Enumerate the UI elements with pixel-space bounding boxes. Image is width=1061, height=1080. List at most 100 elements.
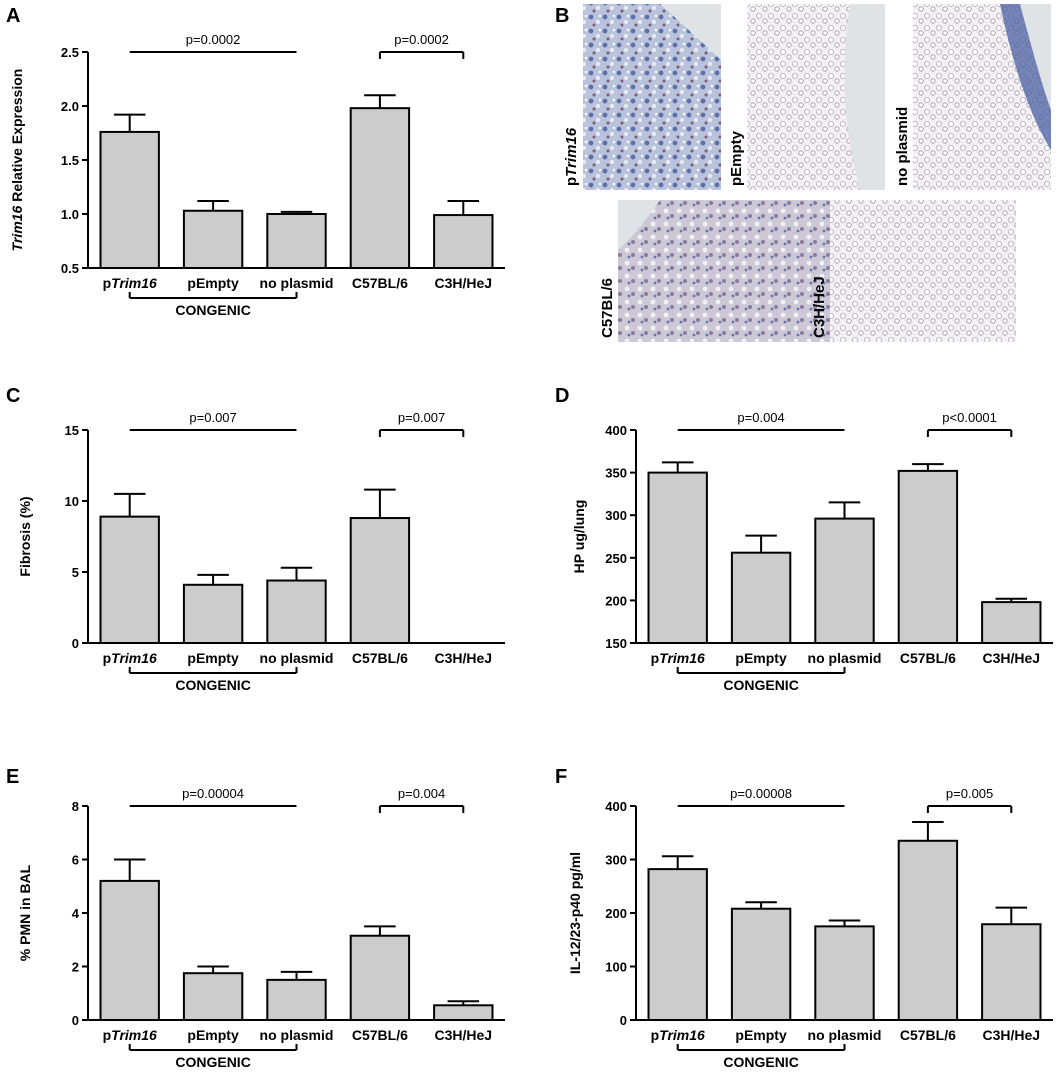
y-tick-label: 0	[72, 1013, 79, 1028]
p-value-label: p=0.007	[189, 410, 236, 425]
x-category-label: pEmpty	[735, 650, 787, 666]
micrograph-label-no-plasmid: no plasmid	[894, 107, 911, 186]
x-category-label: pEmpty	[187, 275, 239, 291]
y-tick-label: 6	[72, 853, 79, 868]
micrograph-label-pempty: pEmpty	[728, 130, 745, 186]
congenic-label: CONGENIC	[175, 1054, 250, 1070]
chart-panel-e: 0 2 4 6 8 % PMN in BAL pTrim16 pEmpty no plasmid…	[17, 786, 505, 1070]
bar	[266, 213, 327, 269]
y-tick-label: 4	[72, 906, 80, 921]
y-tick-label: 400	[605, 423, 627, 438]
p-value-label: p=0.004	[737, 410, 784, 425]
panel-letter-f: F	[555, 766, 567, 788]
x-category-label: C3H/HeJ	[983, 650, 1041, 666]
bar	[647, 471, 708, 644]
x-category-label: pTrim16	[103, 275, 157, 291]
x-category-label: C3H/HeJ	[983, 1027, 1041, 1043]
bar	[647, 868, 708, 1021]
bar	[814, 925, 875, 1021]
p-value-label: p=0.00004	[182, 786, 244, 801]
bar	[433, 214, 494, 269]
bar	[349, 107, 411, 269]
bar	[182, 972, 244, 1021]
y-tick-label: 200	[605, 906, 627, 921]
x-category-label: no plasmid	[260, 275, 334, 291]
bar	[814, 517, 875, 644]
y-tick-label: 10	[65, 494, 79, 509]
micrograph-label-c3hhej: C3H/HeJ	[811, 276, 828, 338]
y-tick-label: 0.5	[61, 261, 79, 276]
chart-panel-d: 150 200 250 300 350 400 HP ug/lung pTrim16 pEmpt…	[571, 410, 1053, 693]
y-axis-label: Fibrosis (%)	[17, 496, 33, 576]
congenic-label: CONGENIC	[175, 677, 250, 693]
congenic-label: CONGENIC	[723, 677, 798, 693]
y-tick-label: 0	[620, 1013, 627, 1028]
panel-letter-b: B	[555, 5, 569, 27]
x-category-label: pTrim16	[651, 1027, 705, 1043]
x-category-label: C3H/HeJ	[435, 275, 493, 291]
panel-letter-e: E	[6, 766, 19, 788]
y-tick-label: 200	[605, 593, 627, 608]
bar	[266, 978, 327, 1021]
x-category-label: no plasmid	[808, 1027, 882, 1043]
bar	[981, 923, 1042, 1021]
bar	[897, 839, 959, 1022]
panel-letter-c: C	[6, 385, 20, 407]
bar	[349, 517, 411, 644]
p-value-label: p=0.004	[398, 786, 445, 801]
bar	[981, 601, 1042, 645]
y-tick-label: 1.5	[61, 153, 79, 168]
y-tick-label: 300	[605, 508, 627, 523]
y-axis-label: HP ug/lung	[571, 500, 587, 574]
p-value-label: p=0.005	[946, 786, 993, 801]
congenic-label: CONGENIC	[175, 302, 250, 318]
p-value-label: p=0.0002	[394, 32, 449, 47]
micrograph-panel: pTrim16 pEmpty no plasmid C57BL/6 C3H/He…	[563, 4, 1051, 342]
bar	[266, 579, 327, 645]
micrograph-label-ptrim16: pTrim16	[563, 127, 580, 186]
y-tick-label: 250	[605, 551, 627, 566]
micrograph-ptrim16: pTrim16	[563, 4, 721, 190]
y-tick-label: 8	[72, 799, 79, 814]
y-axis-label: IL-12/23-p40 pg/ml	[567, 852, 583, 974]
x-category-label: pTrim16	[651, 650, 705, 666]
x-category-label: C57BL/6	[352, 275, 408, 291]
y-axis-label: % PMN in BAL	[17, 864, 33, 961]
p-value-label: p<0.0001	[942, 410, 997, 425]
x-category-label: C57BL/6	[900, 650, 956, 666]
x-category-label: pEmpty	[735, 1027, 787, 1043]
bar	[897, 469, 959, 644]
y-tick-label: 2.5	[61, 45, 79, 60]
chart-panel-c: 0 5 10 15 Fibrosis (%) pTrim16 pEmpty no plasmi…	[17, 410, 505, 693]
y-tick-label: 350	[605, 466, 627, 481]
x-category-label: pEmpty	[187, 1027, 239, 1043]
panel-letter-d: D	[555, 385, 569, 407]
y-tick-label: 0	[72, 636, 79, 651]
bar	[99, 515, 160, 644]
congenic-label: CONGENIC	[723, 1054, 798, 1070]
x-category-label: no plasmid	[260, 650, 334, 666]
micrograph-pempty: pEmpty	[728, 4, 885, 190]
y-tick-label: 400	[605, 799, 627, 814]
x-category-label: C57BL/6	[900, 1027, 956, 1043]
bar	[730, 907, 792, 1021]
p-value-label: p=0.00008	[730, 786, 792, 801]
y-tick-label: 100	[605, 960, 627, 975]
micrograph-no-plasmid: no plasmid	[894, 4, 1051, 190]
y-tick-label: 1.0	[61, 207, 79, 222]
panel-letter-a: A	[6, 5, 20, 27]
bar	[433, 1004, 494, 1021]
bar	[182, 583, 244, 645]
x-category-label: C57BL/6	[352, 650, 408, 666]
p-value-label: p=0.0002	[186, 32, 241, 47]
x-category-label: pTrim16	[103, 650, 157, 666]
micrograph-c3hhej: C3H/HeJ	[811, 200, 1016, 342]
x-category-label: no plasmid	[808, 650, 882, 666]
bar	[182, 209, 244, 269]
y-tick-label: 300	[605, 853, 627, 868]
y-tick-label: 5	[72, 565, 79, 580]
micrograph-c57bl6: C57BL/6	[599, 200, 832, 342]
x-category-label: no plasmid	[260, 1027, 334, 1043]
chart-panel-a: 0.5 1.0 1.5 2.0 2.5 Trim16 Relative Expressio…	[9, 32, 505, 318]
